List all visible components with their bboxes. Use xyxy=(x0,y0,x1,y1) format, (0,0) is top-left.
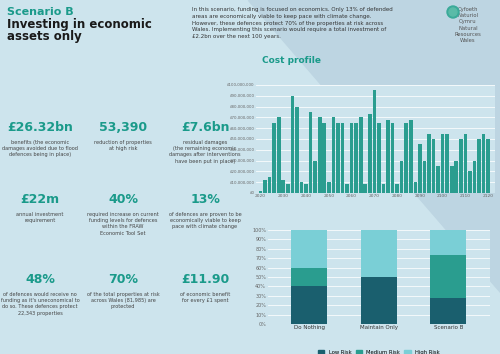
Bar xyxy=(304,184,308,193)
Bar xyxy=(482,133,486,193)
Text: Scenario B: Scenario B xyxy=(7,7,73,17)
Bar xyxy=(430,298,467,324)
Bar xyxy=(459,139,462,193)
Bar xyxy=(345,184,349,193)
Bar xyxy=(264,180,267,193)
Bar xyxy=(468,171,472,193)
Bar xyxy=(359,118,362,193)
Text: 53,390: 53,390 xyxy=(99,121,147,134)
Bar xyxy=(360,230,397,277)
Text: In this scenario, funding is focused on economics. Only 13% of defended
areas ar: In this scenario, funding is focused on … xyxy=(192,7,393,39)
Text: of the total properties at risk
across Wales (81,985) are
protected: of the total properties at risk across W… xyxy=(86,292,160,309)
Bar xyxy=(377,123,380,193)
Bar xyxy=(450,166,454,193)
Bar xyxy=(414,182,417,193)
Circle shape xyxy=(447,6,459,18)
Bar xyxy=(477,139,481,193)
Text: of defences would receive no
funding as it's uneconomical to
do so. These defenc: of defences would receive no funding as … xyxy=(0,292,80,316)
Bar xyxy=(454,161,458,193)
Bar xyxy=(277,118,280,193)
Text: of economic benefit
for every £1 spent: of economic benefit for every £1 spent xyxy=(180,292,230,303)
Bar xyxy=(291,268,328,286)
Bar xyxy=(427,133,431,193)
Bar xyxy=(486,139,490,193)
Text: 40%: 40% xyxy=(108,193,138,206)
Text: reduction of properties
at high risk: reduction of properties at high risk xyxy=(94,140,152,151)
Bar xyxy=(350,123,354,193)
Bar xyxy=(291,286,328,324)
Text: 48%: 48% xyxy=(25,273,55,286)
Bar xyxy=(409,120,412,193)
Text: £7.6bn: £7.6bn xyxy=(181,121,229,134)
Text: annual investment
requirement: annual investment requirement xyxy=(16,212,64,223)
Bar xyxy=(309,112,312,193)
Bar xyxy=(430,256,467,298)
Bar xyxy=(418,144,422,193)
Bar xyxy=(354,123,358,193)
Bar xyxy=(436,166,440,193)
Bar xyxy=(430,230,467,256)
Bar xyxy=(432,139,436,193)
Bar xyxy=(400,161,404,193)
Text: Investing in economic: Investing in economic xyxy=(7,18,152,31)
Text: 13%: 13% xyxy=(190,193,220,206)
Bar xyxy=(368,114,372,193)
Text: 70%: 70% xyxy=(108,273,138,286)
Bar xyxy=(268,177,272,193)
Text: assets only: assets only xyxy=(7,30,82,43)
Bar xyxy=(322,123,326,193)
Text: of defences are proven to be
economically viable to keep
pace with climate chang: of defences are proven to be economicall… xyxy=(168,212,242,229)
Text: Cost profile: Cost profile xyxy=(262,56,321,65)
Bar xyxy=(327,182,330,193)
Circle shape xyxy=(449,8,457,16)
Bar xyxy=(441,133,444,193)
Bar xyxy=(386,120,390,193)
Bar xyxy=(404,123,408,193)
Bar xyxy=(422,161,426,193)
Text: benefits (the economic
damages avoided due to flood
defences being in place): benefits (the economic damages avoided d… xyxy=(2,140,78,158)
Bar xyxy=(314,161,317,193)
Bar xyxy=(332,118,335,193)
Bar xyxy=(472,161,476,193)
Bar xyxy=(290,96,294,193)
Bar xyxy=(258,191,262,193)
Bar xyxy=(336,123,340,193)
Bar xyxy=(396,184,399,193)
Bar xyxy=(286,184,290,193)
Bar xyxy=(382,184,386,193)
Bar xyxy=(446,133,449,193)
Text: £26.32bn: £26.32bn xyxy=(7,121,73,134)
Bar xyxy=(318,118,322,193)
Bar xyxy=(295,107,299,193)
Legend: Low Risk, Medium Risk, High Risk: Low Risk, Medium Risk, High Risk xyxy=(316,348,442,354)
Text: Cyfoeth
Naturiol
Cymru
Natural
Resources
Wales: Cyfoeth Naturiol Cymru Natural Resources… xyxy=(454,7,481,43)
Bar xyxy=(464,133,467,193)
Bar xyxy=(282,180,285,193)
Text: £11.90: £11.90 xyxy=(181,273,229,286)
Polygon shape xyxy=(248,0,500,292)
Bar xyxy=(340,123,344,193)
Text: required increase on current
funding levels for defences
within the FRAW
Economi: required increase on current funding lev… xyxy=(87,212,159,236)
Text: £22m: £22m xyxy=(20,193,59,206)
Text: residual damages
(the remaining economic
damages after interventions
have been p: residual damages (the remaining economic… xyxy=(169,140,241,164)
Bar xyxy=(291,230,328,268)
Bar xyxy=(364,184,367,193)
Text: Likely flooding to residential properties: Likely flooding to residential propertie… xyxy=(258,179,448,188)
Bar xyxy=(372,90,376,193)
Bar xyxy=(272,123,276,193)
Bar xyxy=(360,277,397,324)
Bar xyxy=(391,123,394,193)
Bar xyxy=(300,182,304,193)
